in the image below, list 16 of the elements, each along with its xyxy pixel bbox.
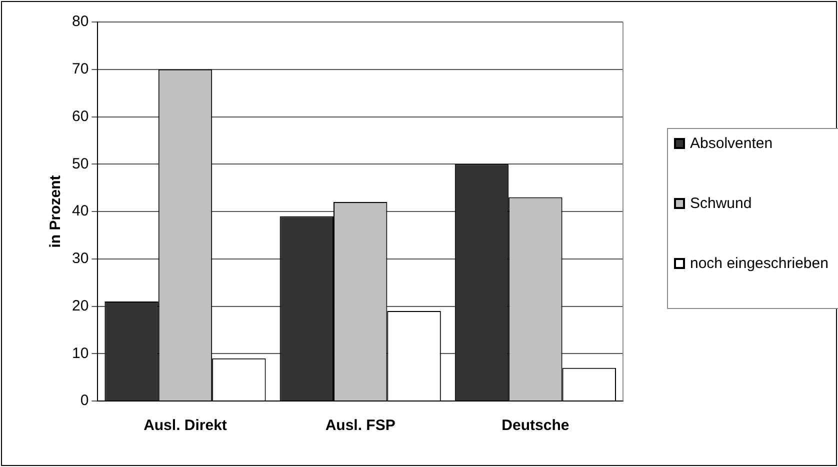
y-tick-label: 10 <box>72 344 89 362</box>
y-tick-label: 50 <box>72 155 89 172</box>
legend-label: Absolventen <box>690 135 773 153</box>
y-tick-label: 60 <box>72 108 89 125</box>
legend-label: Schwund <box>690 195 752 213</box>
x-tick-label: Ausl. Direkt <box>144 417 227 434</box>
y-tick-label: 0 <box>80 392 89 410</box>
x-tick-label: Ausl. FSP <box>325 417 396 434</box>
y-tick-label: 20 <box>72 297 89 314</box>
y-tick-label: 30 <box>72 250 89 268</box>
y-tick-label: 40 <box>72 202 89 220</box>
y-axis-title: in Prozent <box>47 175 64 248</box>
text: noch eingeschrieben <box>690 255 828 273</box>
y-tick-label: 70 <box>72 60 89 78</box>
y-tick-label: 80 <box>72 13 89 30</box>
x-tick-label: Deutsche <box>502 417 570 434</box>
